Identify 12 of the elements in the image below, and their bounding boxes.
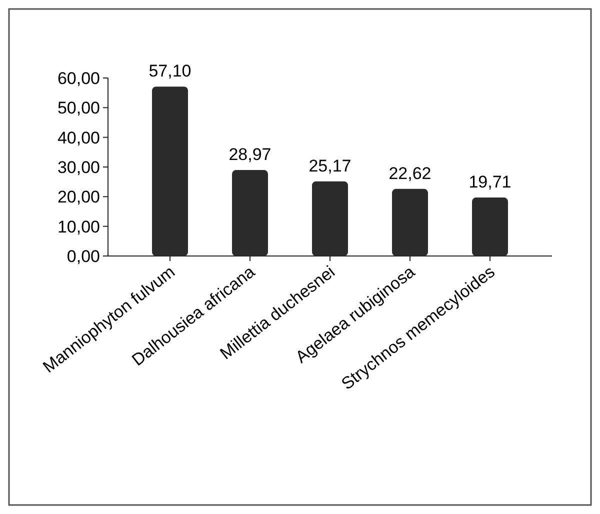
data-label: 22,62 (388, 164, 432, 183)
y-tick-label: 60,00 (57, 68, 100, 88)
data-label: 19,71 (468, 172, 512, 192)
y-tick-label: 20,00 (57, 188, 100, 207)
y-tick-label: 10,00 (57, 217, 100, 236)
data-label: 57,10 (148, 62, 192, 81)
data-label: 25,17 (308, 156, 352, 176)
y-tick-label: 30,00 (57, 158, 100, 177)
y-tick-label: 40,00 (57, 128, 100, 148)
y-tick-label: 50,00 (57, 98, 100, 118)
data-label: 28,97 (228, 145, 272, 164)
y-tick-label: 0,00 (66, 246, 100, 266)
